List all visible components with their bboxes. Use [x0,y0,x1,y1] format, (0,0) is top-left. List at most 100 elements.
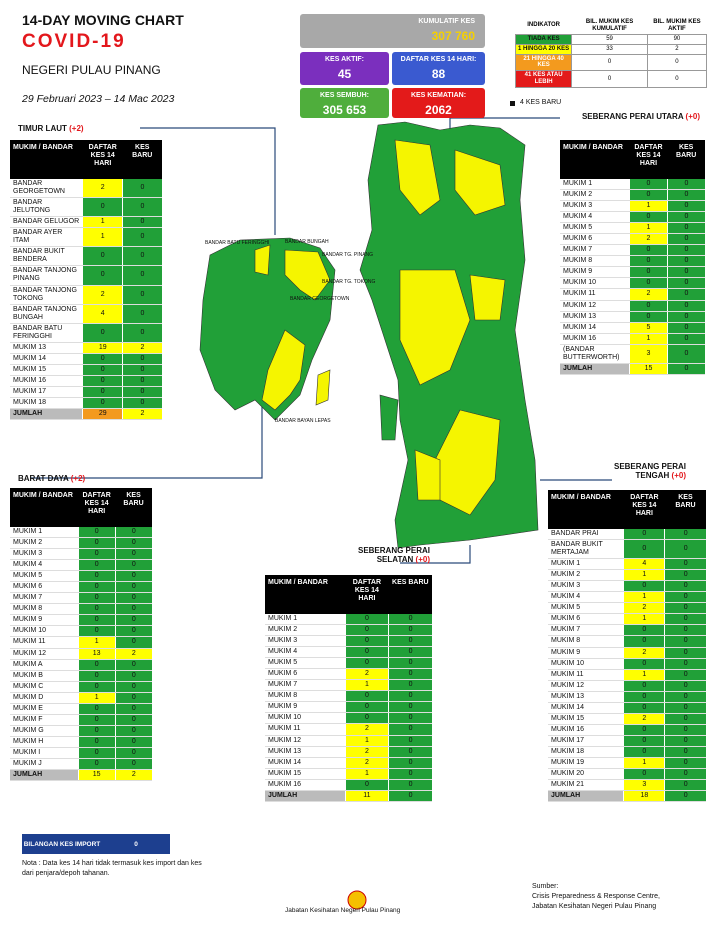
new-cases: 0 [121,323,162,343]
table-row: MUKIM 14 0 0 [548,702,706,714]
cases-14d: 0 [77,736,116,748]
cases-14d: 2 [623,647,665,659]
row-name: MUKIM A [10,659,79,671]
header-cell: DAFTAR KES 14 HARI [78,488,116,527]
new-cases: 0 [664,702,706,714]
table-row: MUKIM 11 2 0 [265,723,432,736]
header-cell: KES BARU [664,490,706,529]
row-name: MUKIM 12 [265,735,346,747]
new-cases: 0 [121,397,162,410]
table-row: MUKIM 13 0 0 [548,691,706,703]
table-row: MUKIM 13 2 0 [265,746,432,758]
cases-14d: 0 [623,702,665,714]
new-cases: 0 [664,558,706,571]
legend-row: 1 HINGGA 20 KES 33 2 [514,43,708,55]
legend-count: 90 [646,33,708,45]
new-cases: 0 [388,723,432,736]
row-name: MUKIM 16 [10,375,83,387]
row-name: MUKIM 13 [560,311,630,323]
new-cases: 0 [664,569,706,582]
cases-14d: 15 [77,769,116,782]
cases-14d: 0 [77,592,116,605]
row-name: JUMLAH [560,363,630,375]
new-cases: 0 [664,713,706,725]
new-cases: 0 [666,300,705,312]
district-delta: (+0) [671,471,686,480]
table-row: MUKIM 16 1 0 [560,333,705,345]
table-header: MUKIM / BANDAR DAFTAR KES 14 HARI KES BARU [10,488,152,527]
cases-14d: 2 [82,179,123,199]
row-name: MUKIM J [10,758,79,771]
period: 29 Februari 2023 – 14 Mac 2023 [22,93,175,105]
cases-14d: 0 [623,724,665,736]
new-cases: 0 [664,790,706,803]
cases-14d: 1 [77,692,116,704]
new-cases: 0 [114,581,152,594]
row-name: MUKIM 9 [560,266,630,279]
new-cases: 0 [666,244,705,257]
new-cases: 0 [388,746,432,758]
row-name: MUKIM 14 [265,757,346,769]
new-cases: 0 [121,285,162,305]
map-label: BANDAR BATU FERINGGHI [205,240,269,246]
footer: Jabatan Kesihatan Negeri Pulau Pinang [285,907,401,914]
row-name: MUKIM 5 [548,602,624,615]
cases-14d: 2 [629,233,668,246]
cases-14d: 0 [77,527,116,539]
row-name: BANDAR TANJONG BUNGAH [10,304,83,324]
row-name: MUKIM 13 [548,691,624,703]
cases-14d: 0 [623,768,665,781]
district-table: MUKIM / BANDAR DAFTAR KES 14 HARI KES BARU… [265,575,432,802]
row-name: MUKIM 1 [560,179,630,191]
cases-14d: 1 [629,333,668,345]
cases-14d: 0 [82,323,123,343]
district-name: SEBERANG PERAI UTARA [581,112,684,121]
table-row: MUKIM 15 2 0 [548,713,706,725]
cases-14d: 0 [77,670,116,682]
cases-14d: 0 [344,657,389,670]
cases-14d: 0 [629,300,668,312]
row-name: BANDAR TANJONG TOKONG [10,285,83,305]
table-header: MUKIM / BANDAR DAFTAR KES 14 HARI KES BARU [265,575,432,614]
new-cases: 0 [114,714,152,726]
new-cases: 0 [666,200,705,213]
new-cases: 0 [121,246,162,267]
row-name: MUKIM F [10,714,79,726]
row-name: JUMLAH [10,408,83,421]
row-name: MUKIM 3 [548,580,624,593]
cases-14d: 0 [82,364,123,376]
table-row: BANDAR TANJONG BUNGAH 4 0 [10,304,162,324]
row-name: MUKIM 14 [10,353,83,365]
legend-count: 59 [571,33,648,45]
cases-14d: 2 [629,288,668,301]
table-row: BANDAR PRAI 0 0 [548,529,706,541]
total-row: JUMLAH 15 0 [560,363,705,375]
cases-14d: 3 [623,779,665,792]
row-name: MUKIM 17 [548,735,624,747]
new-cases: 0 [114,692,152,704]
new-cases: 0 [664,624,706,637]
cases-14d: 0 [77,758,116,771]
legend-head: BIL. MUKIM KES AKTIF [653,19,701,32]
row-name: MUKIM 12 [548,680,624,692]
cases-14d: 0 [629,189,668,202]
row-name: MUKIM H [10,736,79,748]
cases-14d: 0 [629,179,668,191]
cases-14d: 1 [629,222,668,235]
import-box: BILANGAN KES IMPORT 0 [22,834,170,854]
